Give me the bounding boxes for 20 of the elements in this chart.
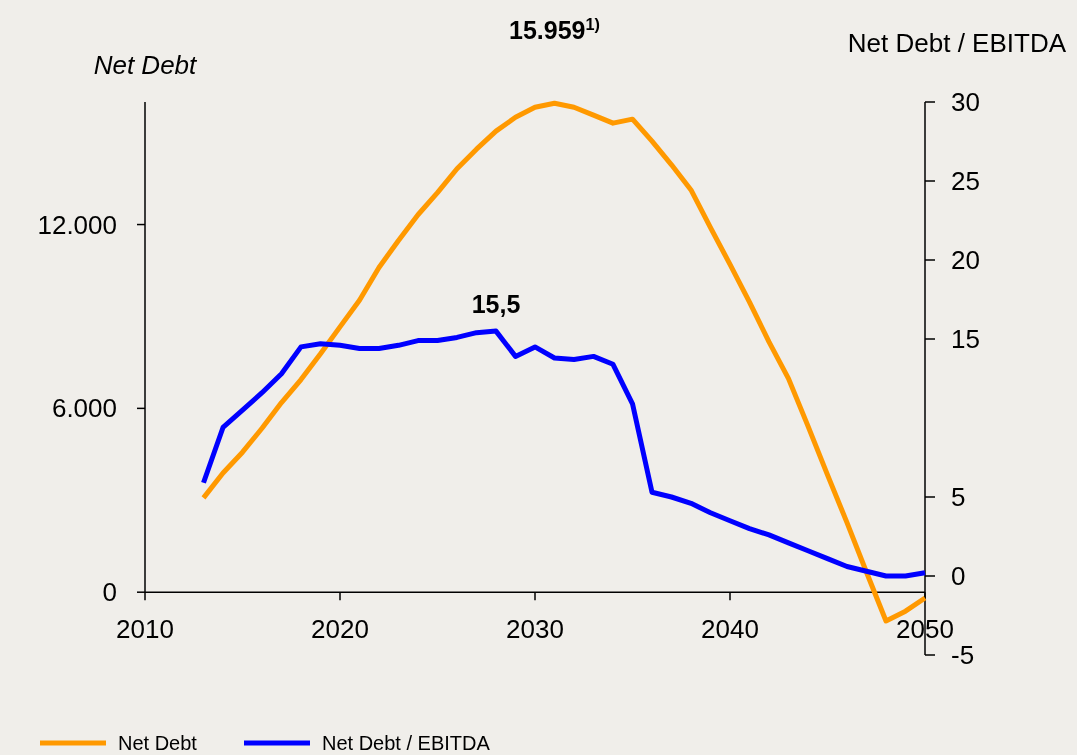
legend-label: Net Debt / EBITDA — [322, 732, 491, 754]
data-label: 15,5 — [471, 290, 521, 319]
y2-tick-label: -5 — [951, 640, 975, 671]
x-tick-label: 2030 — [506, 614, 564, 645]
y2-tick-label: 25 — [951, 166, 980, 197]
y-tick-label: 12.000 — [37, 209, 117, 240]
y2-tick-label: 20 — [951, 245, 980, 276]
legend-label: Net Debt — [118, 732, 198, 754]
y2-axis-title: Net Debt / EBITDA — [847, 28, 1067, 58]
y-tick-label: 6.000 — [51, 393, 117, 424]
x-tick-label: 2020 — [311, 614, 369, 645]
y2-tick-label: 30 — [951, 87, 980, 118]
y2-tick-label: 15 — [951, 324, 980, 355]
x-tick-label: 2040 — [701, 614, 759, 645]
y2-tick-label: 0 — [951, 561, 966, 592]
x-tick-label: 2010 — [116, 614, 174, 645]
y2-tick-label: 5 — [951, 482, 966, 513]
data-label: 15.959$^{1)}$ — [509, 15, 600, 45]
y-axis-title: Net Debt — [93, 50, 199, 80]
y-tick-label: 0 — [102, 577, 117, 608]
